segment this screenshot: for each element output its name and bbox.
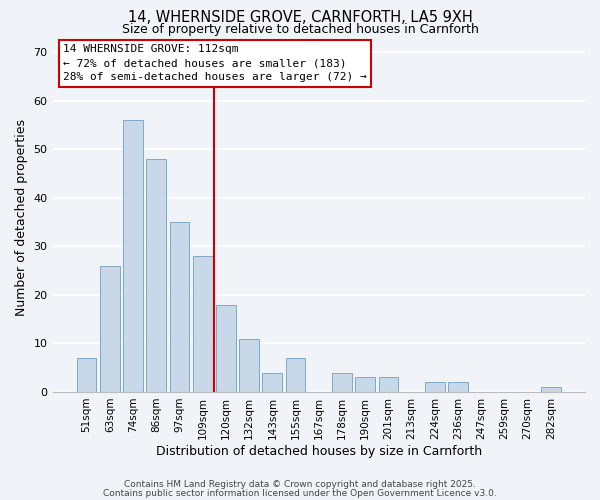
Bar	[123, 120, 143, 392]
Bar	[216, 304, 236, 392]
Bar	[100, 266, 119, 392]
Bar	[239, 338, 259, 392]
Text: Size of property relative to detached houses in Carnforth: Size of property relative to detached ho…	[122, 22, 478, 36]
Bar	[146, 159, 166, 392]
Bar	[77, 358, 97, 392]
X-axis label: Distribution of detached houses by size in Carnforth: Distribution of detached houses by size …	[156, 444, 482, 458]
Bar	[425, 382, 445, 392]
Y-axis label: Number of detached properties: Number of detached properties	[15, 118, 28, 316]
Bar	[193, 256, 212, 392]
Bar	[541, 387, 561, 392]
Bar	[262, 372, 282, 392]
Text: 14 WHERNSIDE GROVE: 112sqm
← 72% of detached houses are smaller (183)
28% of sem: 14 WHERNSIDE GROVE: 112sqm ← 72% of deta…	[63, 44, 367, 82]
Text: Contains HM Land Registry data © Crown copyright and database right 2025.: Contains HM Land Registry data © Crown c…	[124, 480, 476, 489]
Bar	[448, 382, 468, 392]
Bar	[355, 378, 375, 392]
Bar	[170, 222, 190, 392]
Bar	[379, 378, 398, 392]
Bar	[332, 372, 352, 392]
Text: 14, WHERNSIDE GROVE, CARNFORTH, LA5 9XH: 14, WHERNSIDE GROVE, CARNFORTH, LA5 9XH	[128, 10, 472, 25]
Bar	[286, 358, 305, 392]
Text: Contains public sector information licensed under the Open Government Licence v3: Contains public sector information licen…	[103, 488, 497, 498]
